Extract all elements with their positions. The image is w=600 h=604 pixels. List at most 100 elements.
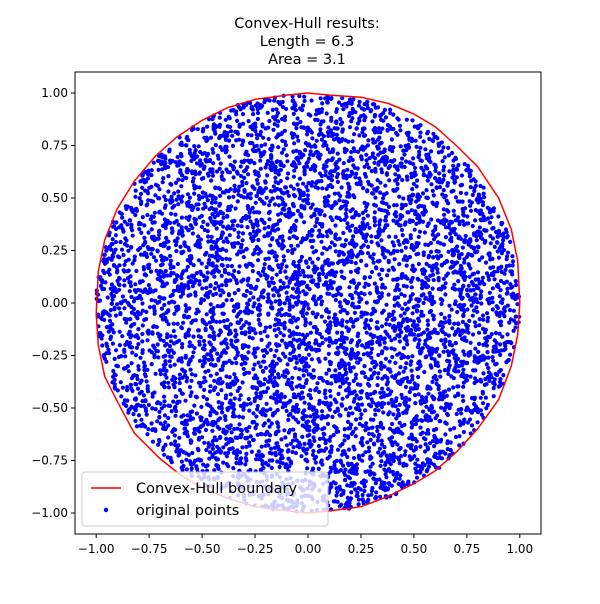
scatter-point: [264, 408, 269, 413]
scatter-point: [282, 428, 287, 433]
scatter-point: [212, 286, 217, 291]
scatter-point: [206, 357, 211, 362]
scatter-point: [357, 295, 362, 300]
scatter-point: [291, 174, 296, 179]
scatter-point: [383, 115, 388, 120]
scatter-point: [112, 385, 117, 390]
scatter-point: [412, 417, 417, 422]
scatter-point: [430, 232, 435, 237]
scatter-point: [250, 269, 255, 274]
scatter-point: [228, 392, 233, 397]
scatter-point: [324, 274, 329, 280]
scatter-point: [411, 156, 416, 161]
scatter-point: [326, 203, 331, 208]
scatter-point: [466, 262, 471, 267]
scatter-point: [354, 354, 359, 359]
scatter-point: [415, 457, 420, 462]
scatter-point: [419, 309, 424, 314]
scatter-point: [395, 379, 400, 384]
scatter-point: [338, 413, 343, 418]
scatter-point: [198, 237, 203, 242]
scatter-point: [450, 248, 455, 253]
title-line-3: Area = 3.1: [268, 52, 346, 68]
scatter-point: [159, 313, 164, 319]
scatter-point: [133, 381, 138, 387]
scatter-point: [304, 378, 309, 383]
scatter-point: [169, 460, 174, 465]
scatter-point: [278, 330, 283, 335]
scatter-point: [263, 126, 268, 131]
scatter-point: [163, 359, 168, 364]
scatter-point: [319, 302, 324, 307]
scatter-point: [386, 211, 391, 216]
scatter-point: [214, 264, 219, 269]
scatter-point: [284, 462, 289, 467]
scatter-point: [281, 254, 286, 259]
scatter-point: [220, 364, 225, 369]
scatter-point: [404, 361, 409, 366]
scatter-point: [239, 224, 244, 229]
scatter-point: [134, 268, 139, 274]
scatter-point: [210, 173, 215, 178]
scatter-point: [431, 237, 437, 242]
scatter-point: [128, 324, 134, 329]
scatter-point: [361, 235, 366, 240]
scatter-point: [326, 315, 331, 320]
scatter-point: [315, 117, 320, 123]
scatter-point: [258, 150, 263, 156]
scatter-point: [290, 202, 296, 207]
scatter-point: [341, 489, 346, 494]
scatter-point: [452, 426, 457, 431]
scatter-point: [222, 340, 227, 345]
scatter-point: [265, 110, 270, 115]
scatter-point: [107, 244, 112, 249]
scatter-point: [378, 485, 383, 490]
scatter-point: [337, 236, 342, 241]
scatter-point: [306, 352, 312, 357]
scatter-point: [369, 234, 374, 239]
scatter-point: [357, 116, 362, 121]
scatter-point: [381, 410, 386, 415]
scatter-point: [339, 402, 344, 407]
scatter-point: [373, 203, 379, 208]
scatter-point: [386, 401, 391, 406]
scatter-point: [409, 208, 414, 213]
scatter-point: [251, 229, 256, 234]
scatter-point: [314, 220, 319, 225]
scatter-point: [197, 171, 202, 176]
scatter-point: [258, 303, 263, 308]
scatter-point: [464, 191, 469, 196]
scatter-point: [477, 341, 482, 346]
scatter-point: [174, 249, 179, 254]
scatter-point: [343, 238, 349, 243]
scatter-point: [208, 342, 213, 347]
scatter-point: [242, 175, 247, 180]
scatter-point: [253, 286, 258, 291]
scatter-point: [264, 350, 270, 355]
scatter-point: [168, 258, 173, 263]
scatter-point: [421, 409, 426, 414]
scatter-point: [471, 308, 476, 313]
scatter-point: [272, 250, 277, 255]
scatter-point: [298, 119, 303, 125]
scatter-point: [466, 252, 471, 257]
scatter-point: [498, 342, 503, 347]
scatter-point: [175, 285, 181, 290]
scatter-point: [156, 167, 161, 172]
scatter-point: [221, 445, 226, 450]
scatter-point: [157, 232, 162, 237]
scatter-point: [363, 239, 369, 244]
scatter-point: [356, 252, 361, 257]
scatter-point: [251, 295, 256, 300]
scatter-point: [345, 167, 350, 172]
scatter-point: [204, 250, 209, 255]
scatter-point: [265, 233, 270, 238]
scatter-point: [331, 432, 336, 438]
scatter-point: [233, 356, 238, 361]
scatter-point: [210, 454, 215, 459]
scatter-point: [165, 273, 170, 278]
scatter-point: [221, 215, 226, 220]
scatter-point: [140, 323, 145, 328]
scatter-point: [353, 226, 358, 231]
scatter-point: [349, 348, 354, 353]
